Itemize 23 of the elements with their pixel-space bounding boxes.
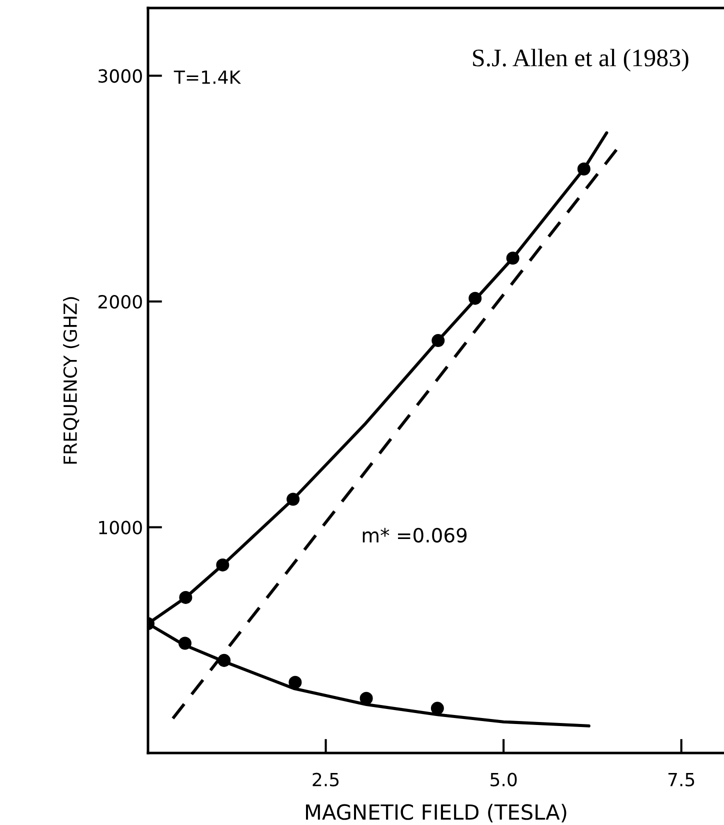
annotation: T=1.4K: [174, 70, 242, 84]
point: [506, 252, 520, 265]
x-tick-label: 2.5: [312, 772, 339, 786]
point: [288, 676, 302, 689]
annotation: S.J. Allen et al (1983): [473, 48, 688, 72]
y-tick-label: 3000: [98, 69, 142, 83]
y-tick-label: 2000: [98, 294, 142, 309]
point: [577, 162, 590, 176]
point: [430, 702, 444, 715]
point: [216, 558, 230, 572]
point: [178, 636, 192, 650]
y-tick-label: 1000: [99, 520, 142, 534]
x-axis-title: MAGNETIC FIELD (TESLA): [306, 804, 566, 822]
point: [179, 590, 192, 604]
x-tick-label: 7.5: [668, 773, 694, 786]
x-tick-label: 5.0: [490, 772, 517, 786]
point: [286, 492, 300, 506]
y-axis-title: FREQUENCY (GHZ): [63, 297, 80, 464]
point: [468, 292, 482, 305]
annotation: m* =0.069: [362, 528, 467, 543]
point: [218, 654, 231, 667]
point: [360, 692, 373, 705]
point: [432, 334, 445, 348]
